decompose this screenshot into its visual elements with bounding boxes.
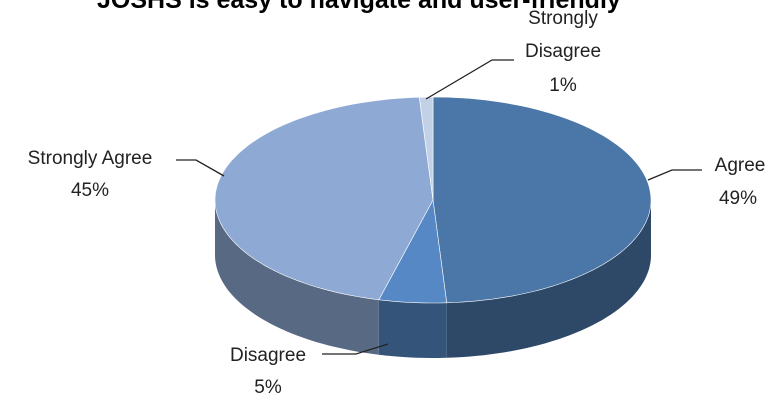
pie xyxy=(214,96,652,358)
label: Strongly Disagree xyxy=(524,8,602,62)
label: Disagree xyxy=(229,345,307,366)
leaders xyxy=(176,59,702,355)
slice xyxy=(214,96,434,301)
slice-side xyxy=(378,299,447,358)
chart-title: JOSHS is easy to navigate and user-frien… xyxy=(97,0,621,14)
value-label: 1% xyxy=(549,75,577,96)
slice-side xyxy=(446,200,651,358)
label: Agree xyxy=(714,155,766,176)
slice xyxy=(378,199,448,304)
slice-side xyxy=(215,200,379,355)
value-label: 5% xyxy=(254,377,282,398)
slice xyxy=(432,96,652,304)
leader-line xyxy=(322,343,389,355)
leader-line xyxy=(425,59,514,100)
leader-line xyxy=(176,159,225,177)
slice xyxy=(418,96,434,201)
leader-line xyxy=(647,169,702,181)
value-label: 45% xyxy=(70,180,110,201)
value-label: 49% xyxy=(718,188,758,209)
label: Strongly Agree xyxy=(27,148,153,169)
